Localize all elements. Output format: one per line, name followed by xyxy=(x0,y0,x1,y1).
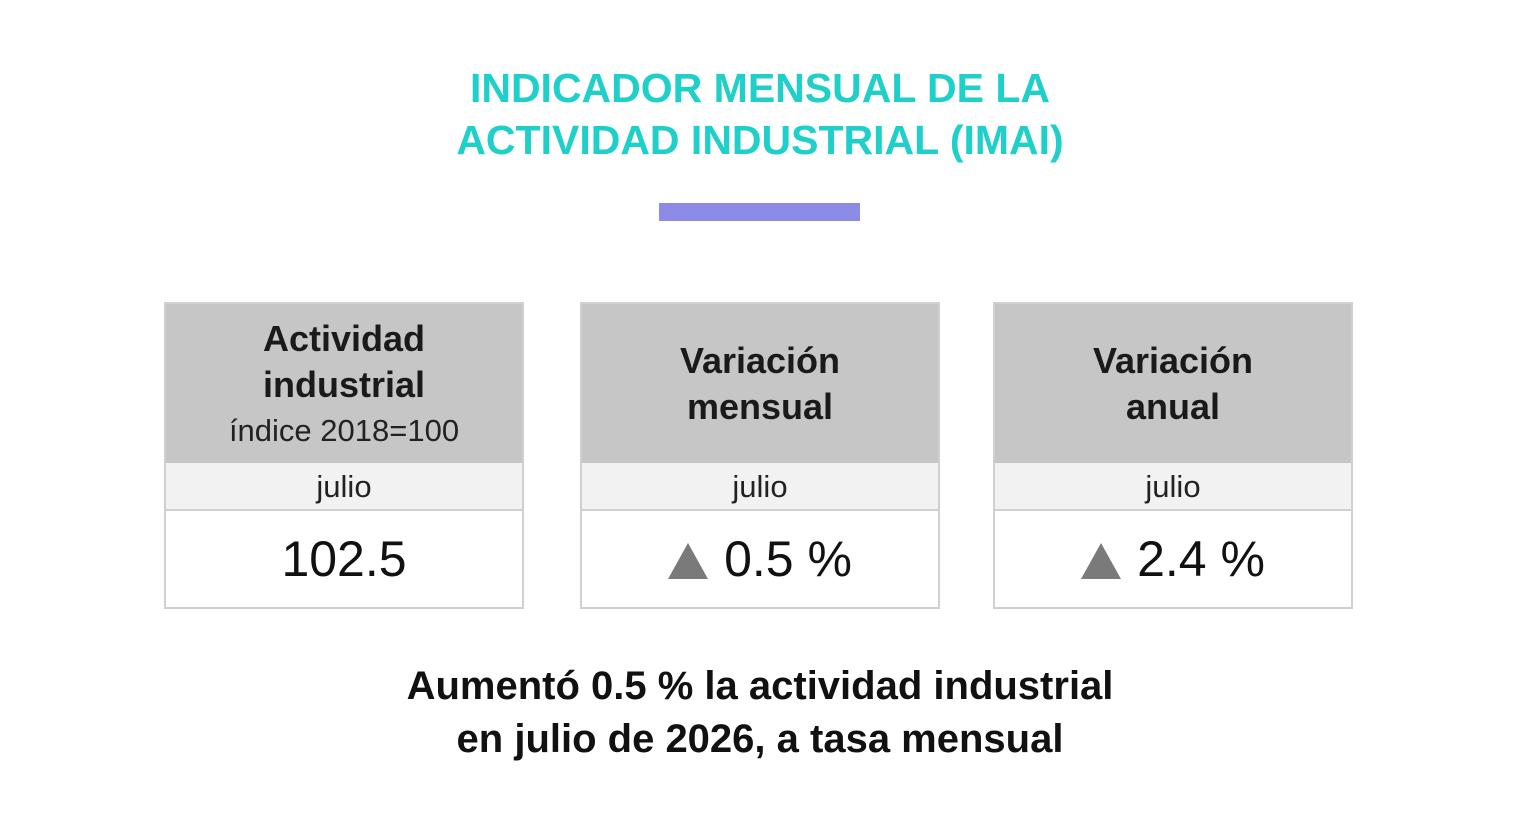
triangle-up-icon xyxy=(668,543,709,579)
triangle-up-icon xyxy=(1081,543,1122,579)
card-label: Variación anual xyxy=(1093,338,1253,430)
card-subtitle: índice 2018=100 xyxy=(228,412,460,448)
card-label: Variación mensual xyxy=(680,338,840,430)
card-variacion-mensual: Variación mensual julio 0.5 % xyxy=(580,302,940,609)
title-line-2: ACTIVIDAD INDUSTRIAL (IMAI) xyxy=(456,117,1064,163)
card-period: julio xyxy=(166,463,522,511)
summary-line-1: Aumentó 0.5 % la actividad industrial xyxy=(406,664,1114,708)
card-label: Actividad industrial xyxy=(263,316,425,408)
card-header: Variación mensual xyxy=(582,304,938,463)
card-label-line-2: mensual xyxy=(686,385,834,427)
card-value: 2.4 % xyxy=(1137,531,1265,587)
card-value: 102.5 xyxy=(281,531,407,587)
card-label-line-1: Actividad xyxy=(262,317,426,359)
card-value-box: 0.5 % xyxy=(582,511,938,607)
card-value: 0.5 % xyxy=(724,531,852,587)
card-header: Actividad industrial índice 2018=100 xyxy=(166,304,522,463)
summary-line-2: en julio de 2026, a tasa mensual xyxy=(456,717,1064,761)
card-period: julio xyxy=(582,463,938,511)
card-label-line-2: anual xyxy=(1125,385,1221,427)
card-value-box: 102.5 xyxy=(166,511,522,607)
card-period: julio xyxy=(995,463,1351,511)
card-value-box: 2.4 % xyxy=(995,511,1351,607)
page-title: INDICADOR MENSUAL DE LA ACTIVIDAD INDUST… xyxy=(0,62,1520,166)
card-variacion-anual: Variación anual julio 2.4 % xyxy=(993,302,1353,609)
card-label-line-2: industrial xyxy=(262,363,425,405)
accent-divider xyxy=(659,203,860,221)
card-label-line-1: Variación xyxy=(1092,339,1254,381)
card-actividad-industrial: Actividad industrial índice 2018=100 jul… xyxy=(164,302,524,609)
title-line-1: INDICADOR MENSUAL DE LA xyxy=(469,65,1051,111)
card-header: Variación anual xyxy=(995,304,1351,463)
summary-text: Aumentó 0.5 % la actividad industrial en… xyxy=(0,660,1520,766)
card-label-line-1: Variación xyxy=(679,339,841,381)
